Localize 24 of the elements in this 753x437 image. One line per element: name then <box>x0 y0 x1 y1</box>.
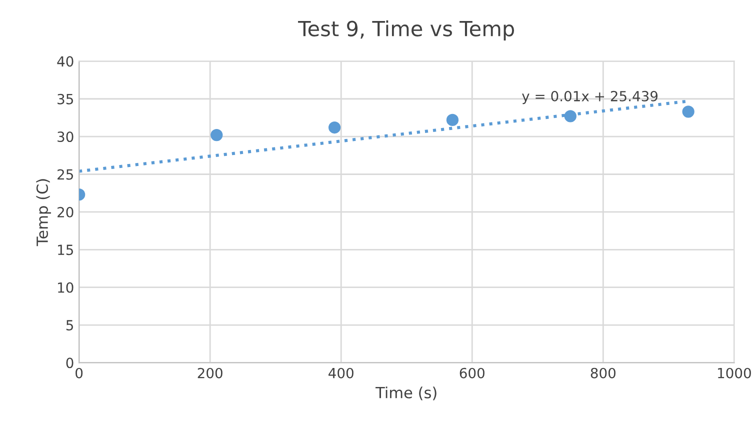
y-tick-label: 10 <box>58 282 74 293</box>
point <box>328 121 341 134</box>
x-tick-label: 400 <box>328 368 354 378</box>
annotation: y = 0.01x + 25.439 <box>522 90 658 104</box>
point <box>682 106 694 118</box>
chart-title: Test 9, Time vs Temp <box>298 20 514 41</box>
x-tick-label: 0 <box>76 368 83 378</box>
y-tick-label: 5 <box>66 320 73 330</box>
point <box>446 114 459 126</box>
point <box>210 128 223 142</box>
x-tick-label: 1000 <box>718 368 751 378</box>
point <box>564 110 576 122</box>
y-tick-label: 15 <box>58 244 73 256</box>
y-tick-label: 20 <box>58 206 74 218</box>
y-tick-label: 35 <box>58 94 73 104</box>
y-tick-label: 0 <box>66 358 74 368</box>
x-tick-label: 800 <box>590 368 616 378</box>
y-tick-label: 25 <box>58 169 73 180</box>
y-axis-title: Temp (C) <box>36 179 51 246</box>
y-tick-label: 30 <box>58 132 74 142</box>
x-axis-title: Time (s) <box>376 386 436 400</box>
x-tick-label: 200 <box>198 368 222 378</box>
y-tick-label: 40 <box>57 56 74 67</box>
x-tick-label: 600 <box>460 368 484 378</box>
